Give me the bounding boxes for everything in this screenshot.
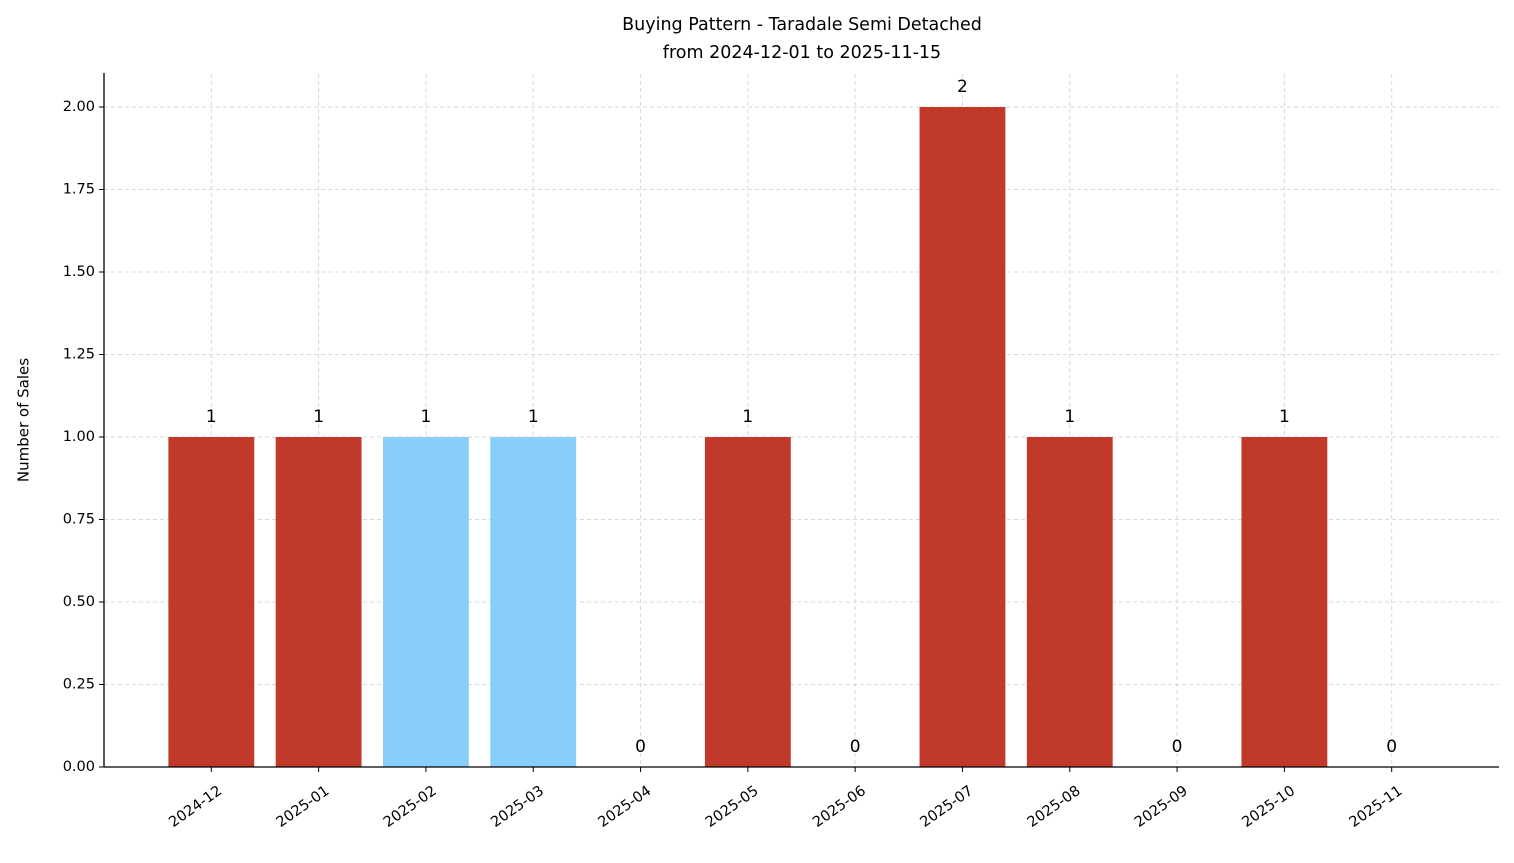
y-tick-label: 0.00 <box>63 759 95 775</box>
x-tick-label: 2025-02 <box>381 783 440 831</box>
x-tick-label: 2025-05 <box>703 783 762 831</box>
y-tick-label: 1.50 <box>63 264 95 280</box>
x-tick-label: 2025-07 <box>917 783 976 831</box>
bar <box>1241 437 1328 767</box>
x-tick-label: 2025-10 <box>1239 783 1298 831</box>
y-tick-label: 0.75 <box>63 512 95 528</box>
y-tick-label: 0.25 <box>63 677 95 693</box>
data-label: 0 <box>1386 737 1397 757</box>
x-tick-label: 2025-06 <box>810 783 869 831</box>
data-label: 1 <box>1279 407 1290 427</box>
data-label: 0 <box>635 737 646 757</box>
bar <box>383 437 469 767</box>
data-label: 1 <box>421 407 432 427</box>
data-label: 1 <box>1064 407 1075 427</box>
data-label: 1 <box>528 407 539 427</box>
bar <box>1026 437 1113 767</box>
x-tick-label: 2025-04 <box>596 783 655 831</box>
x-tick-label: 2025-11 <box>1347 783 1406 831</box>
y-tick-label: 0.50 <box>63 594 95 610</box>
x-tick-label: 2025-09 <box>1132 783 1191 831</box>
data-label: 1 <box>206 407 217 427</box>
data-label: 2 <box>957 77 968 97</box>
x-tick-label: 2025-08 <box>1025 783 1084 831</box>
x-tick-label: 2024-12 <box>166 783 225 831</box>
data-label: 0 <box>850 737 861 757</box>
chart-subtitle: from 2024-12-01 to 2025-11-15 <box>663 43 941 63</box>
chart-title: Buying Pattern - Taradale Semi Detached <box>622 15 982 35</box>
data-label: 1 <box>313 407 324 427</box>
y-tick-label: 1.25 <box>63 347 95 363</box>
marks <box>168 107 1328 767</box>
y-axis-label: Number of Sales <box>15 358 33 482</box>
y-tick-label: 2.00 <box>63 99 95 115</box>
data-label: 0 <box>1172 737 1183 757</box>
bar <box>275 437 362 767</box>
bar <box>168 437 255 767</box>
bar <box>704 437 791 767</box>
y-tick-label: 1.75 <box>63 182 95 198</box>
bar <box>919 107 1006 767</box>
data-label: 1 <box>742 407 753 427</box>
y-tick-label: 1.00 <box>63 429 95 445</box>
bar <box>490 437 577 767</box>
x-tick-label: 2025-01 <box>274 783 333 831</box>
x-tick-label: 2025-03 <box>488 783 547 831</box>
